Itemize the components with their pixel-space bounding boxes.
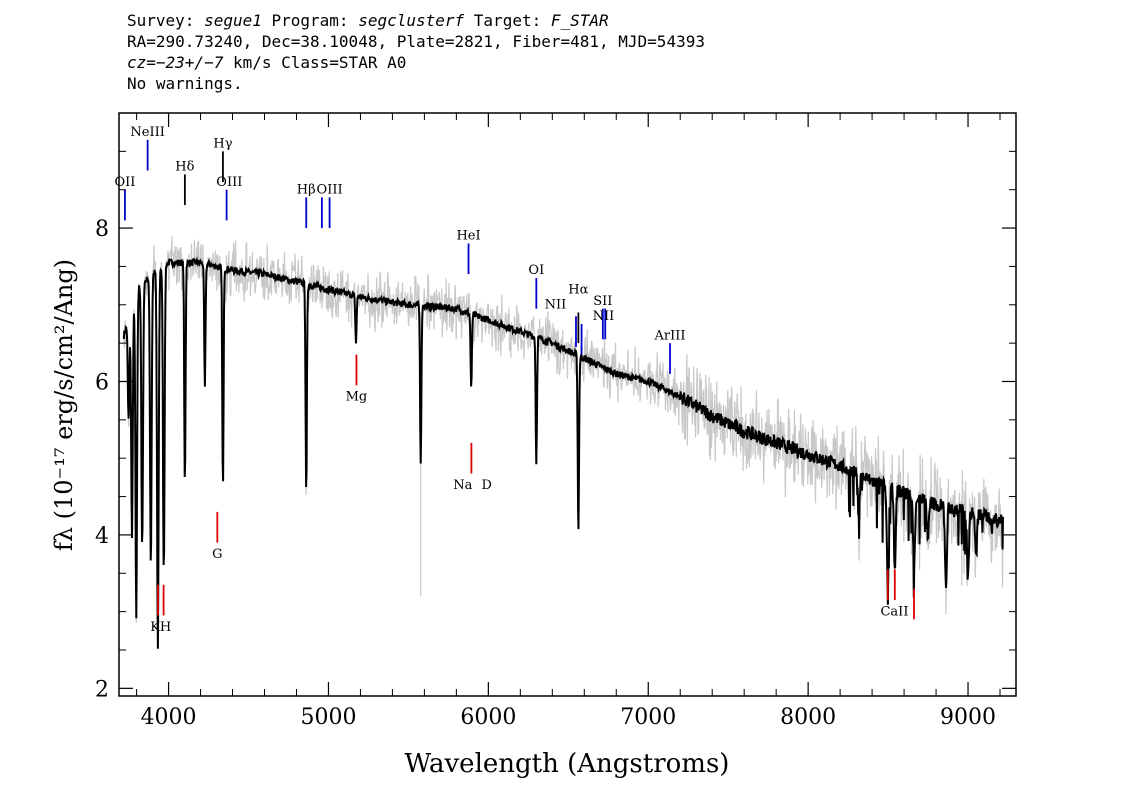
x-tick-label: 9000 xyxy=(940,705,996,730)
emission-label: OIII xyxy=(317,183,343,198)
emission-label: HeI xyxy=(456,229,480,244)
header-line-coordinates: RA=290.73240, Dec=38.10048, Plate=2821, … xyxy=(127,31,705,52)
header-segment: RA=290.73240, Dec=38.10048, Plate=2821, … xyxy=(127,32,705,51)
header-segment: cz=−23+/−7 xyxy=(127,53,224,72)
plot-frame xyxy=(118,112,1017,697)
emission-label: Hβ xyxy=(297,183,316,198)
emission-label: OII xyxy=(114,175,135,190)
absorption-label: CaII xyxy=(880,604,908,619)
emission-label: OI xyxy=(528,263,544,278)
emission-label: NII xyxy=(593,309,615,324)
x-axis-label: Wavelength (Angstroms) xyxy=(405,749,730,779)
x-tick-label: 5000 xyxy=(300,705,356,730)
absorption-label: D xyxy=(482,478,492,493)
emission-label: ArIII xyxy=(653,328,685,343)
x-tick-label: 6000 xyxy=(460,705,516,730)
emission-label: SII xyxy=(593,294,612,309)
absorption-label: G xyxy=(212,547,222,562)
header-segment: segue1 xyxy=(204,11,262,30)
y-tick-label: 6 xyxy=(95,370,109,395)
spectrum-line xyxy=(122,256,1004,649)
header-segment: No warnings. xyxy=(127,74,243,93)
header-line-warnings: No warnings. xyxy=(127,73,705,94)
spectrum-header: Survey: segue1 Program: segclusterf Targ… xyxy=(127,10,705,94)
header-segment: km/s Class=STAR A0 xyxy=(223,53,407,72)
error-band-line xyxy=(123,235,1004,623)
absorption-label: Mg xyxy=(346,390,368,405)
emission-label: NII xyxy=(545,298,567,313)
emission-label: Hδ xyxy=(175,160,194,175)
header-segment: segclusterf xyxy=(358,11,465,30)
y-tick-label: 4 xyxy=(95,524,109,549)
y-axis-label: fλ (10⁻¹⁷ erg/s/cm²/Ang) xyxy=(50,259,78,551)
header-line-redshift-class: cz=−23+/−7 km/s Class=STAR A0 xyxy=(127,52,705,73)
x-tick-label: 4000 xyxy=(141,705,197,730)
header-segment: Survey: xyxy=(127,11,205,30)
emission-label: OIII xyxy=(216,175,242,190)
error-band-layer xyxy=(123,235,1004,623)
x-tick-label: 7000 xyxy=(620,705,676,730)
absorption-label: KH xyxy=(150,620,171,635)
spectrum-layer xyxy=(122,256,1004,649)
emission-label: NeIII xyxy=(130,125,164,140)
header-segment: Target: xyxy=(464,11,551,30)
emission-label: Hγ xyxy=(213,137,232,152)
header-segment: F_STAR xyxy=(550,11,609,30)
header-segment: Program: xyxy=(261,11,359,30)
y-tick-label: 2 xyxy=(95,677,109,702)
axes-layer: 4000 5000 6000 7000 8000 9000 2 4 6 8 xyxy=(95,113,1016,730)
absorption-label: Na xyxy=(453,478,472,493)
y-tick-label: 8 xyxy=(95,217,109,242)
header-line-survey: Survey: segue1 Program: segclusterf Targ… xyxy=(127,10,705,31)
emission-label: Hα xyxy=(568,282,588,297)
x-tick-label: 8000 xyxy=(780,705,836,730)
